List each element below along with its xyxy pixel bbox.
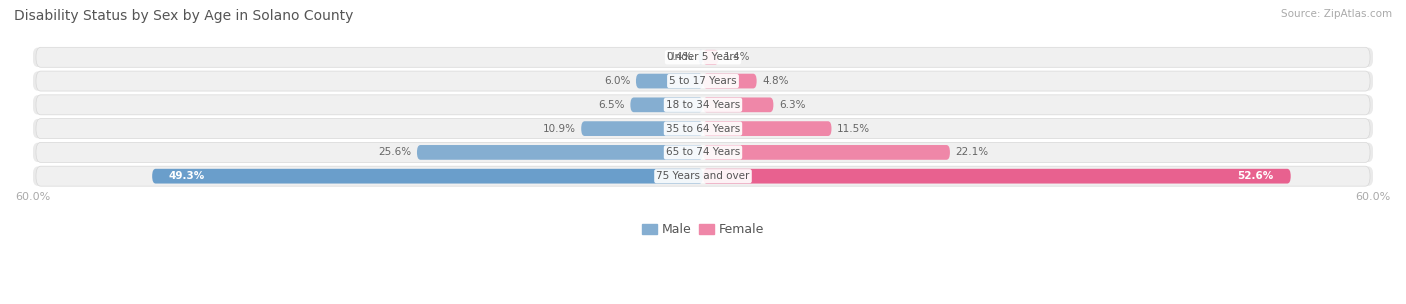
FancyBboxPatch shape xyxy=(703,50,718,65)
Legend: Male, Female: Male, Female xyxy=(641,223,765,236)
FancyBboxPatch shape xyxy=(418,145,703,160)
FancyBboxPatch shape xyxy=(32,71,1374,91)
FancyBboxPatch shape xyxy=(703,145,950,160)
Text: 1.4%: 1.4% xyxy=(724,52,751,62)
Text: 22.1%: 22.1% xyxy=(956,147,988,157)
FancyBboxPatch shape xyxy=(32,143,1374,162)
FancyBboxPatch shape xyxy=(37,47,1369,67)
Text: 52.6%: 52.6% xyxy=(1237,171,1274,181)
FancyBboxPatch shape xyxy=(152,169,703,184)
Text: 18 to 34 Years: 18 to 34 Years xyxy=(666,100,740,110)
FancyBboxPatch shape xyxy=(703,74,756,88)
FancyBboxPatch shape xyxy=(581,121,703,136)
FancyBboxPatch shape xyxy=(630,98,703,112)
Text: 0.4%: 0.4% xyxy=(666,52,693,62)
FancyBboxPatch shape xyxy=(32,167,1374,186)
FancyBboxPatch shape xyxy=(37,142,1369,162)
Text: 35 to 64 Years: 35 to 64 Years xyxy=(666,124,740,134)
FancyBboxPatch shape xyxy=(699,50,703,65)
FancyBboxPatch shape xyxy=(32,119,1374,138)
Text: Source: ZipAtlas.com: Source: ZipAtlas.com xyxy=(1281,9,1392,19)
Text: 6.3%: 6.3% xyxy=(779,100,806,110)
FancyBboxPatch shape xyxy=(703,98,773,112)
FancyBboxPatch shape xyxy=(37,71,1369,91)
Text: 6.0%: 6.0% xyxy=(605,76,630,86)
Text: 4.8%: 4.8% xyxy=(762,76,789,86)
FancyBboxPatch shape xyxy=(37,166,1369,186)
Text: 25.6%: 25.6% xyxy=(378,147,412,157)
FancyBboxPatch shape xyxy=(32,95,1374,115)
Text: 6.5%: 6.5% xyxy=(599,100,624,110)
FancyBboxPatch shape xyxy=(32,48,1374,67)
FancyBboxPatch shape xyxy=(703,169,1291,184)
FancyBboxPatch shape xyxy=(703,121,831,136)
Text: 49.3%: 49.3% xyxy=(169,171,205,181)
FancyBboxPatch shape xyxy=(636,74,703,88)
Text: 5 to 17 Years: 5 to 17 Years xyxy=(669,76,737,86)
Text: 10.9%: 10.9% xyxy=(543,124,575,134)
Text: 11.5%: 11.5% xyxy=(837,124,870,134)
Text: Under 5 Years: Under 5 Years xyxy=(666,52,740,62)
Text: Disability Status by Sex by Age in Solano County: Disability Status by Sex by Age in Solan… xyxy=(14,9,353,23)
Text: 65 to 74 Years: 65 to 74 Years xyxy=(666,147,740,157)
Text: 75 Years and over: 75 Years and over xyxy=(657,171,749,181)
FancyBboxPatch shape xyxy=(37,119,1369,139)
FancyBboxPatch shape xyxy=(37,95,1369,115)
